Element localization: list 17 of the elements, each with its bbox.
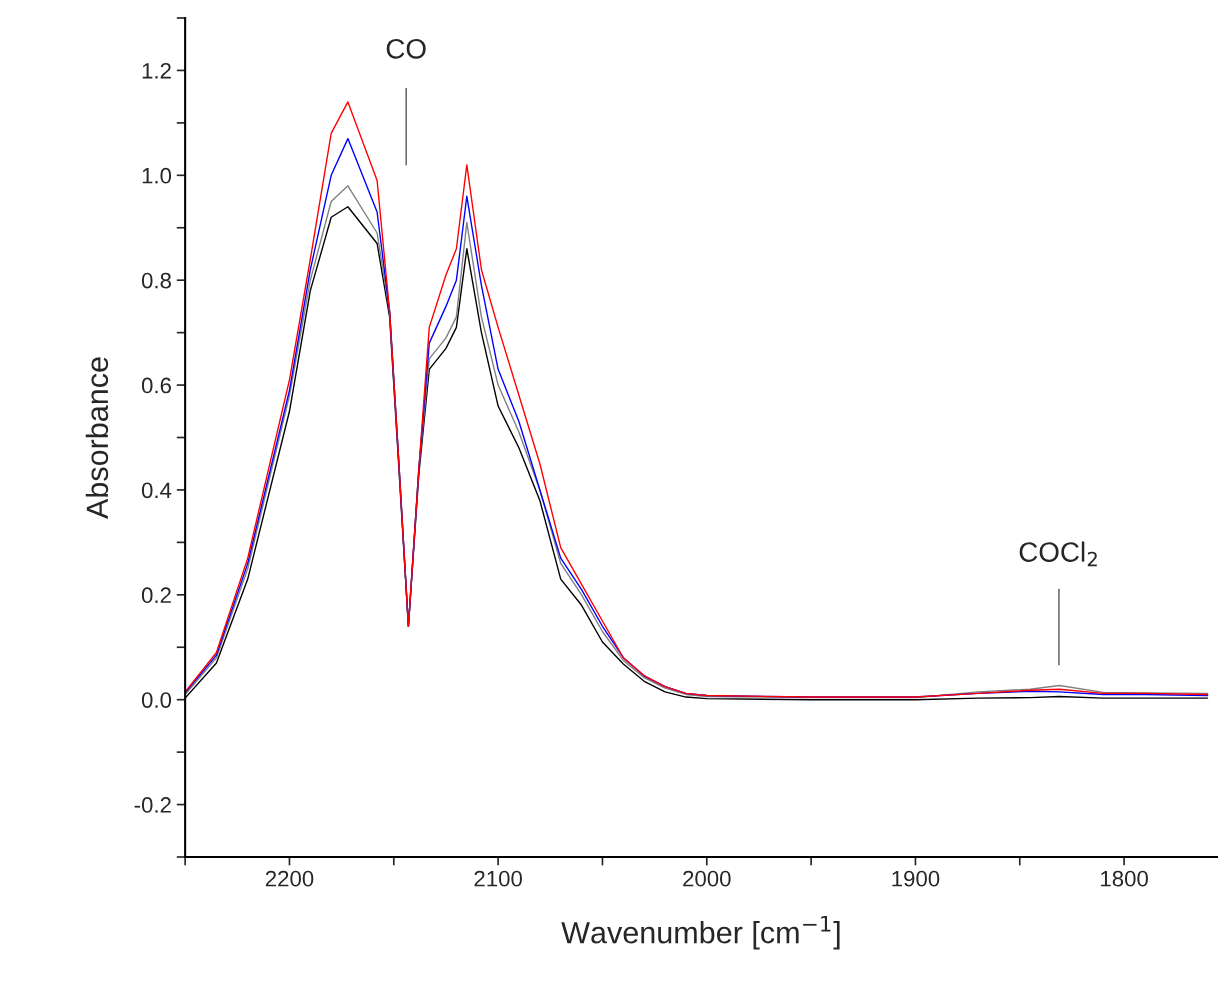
- y-tick-label: 0.2: [141, 587, 171, 604]
- y-tick-label: 0.4: [141, 482, 172, 499]
- x-tick-label: 2100: [474, 870, 522, 887]
- x-tick-label: 1800: [1101, 870, 1148, 887]
- y-axis-title: Absorbance: [85, 357, 109, 519]
- y-tick-label: 1.2: [142, 62, 171, 79]
- x-axis-title: Wavenumber [cm$^{−1}$]: [561, 915, 840, 950]
- annotation: CO: [386, 38, 426, 59]
- x-tick-label: 2200: [265, 870, 314, 887]
- x-tick-label: 1900: [892, 870, 940, 887]
- y-tick-label: -0.2: [134, 797, 171, 813]
- y-tick-label: 0.8: [141, 272, 171, 289]
- y-tick-label: 1.0: [142, 167, 172, 184]
- y-tick-label: 0.0: [141, 692, 172, 708]
- annotation: COCl$_{2}$: [1019, 541, 1097, 567]
- y-tick-label: 0.6: [141, 377, 171, 394]
- x-tick-label: 2000: [683, 870, 731, 887]
